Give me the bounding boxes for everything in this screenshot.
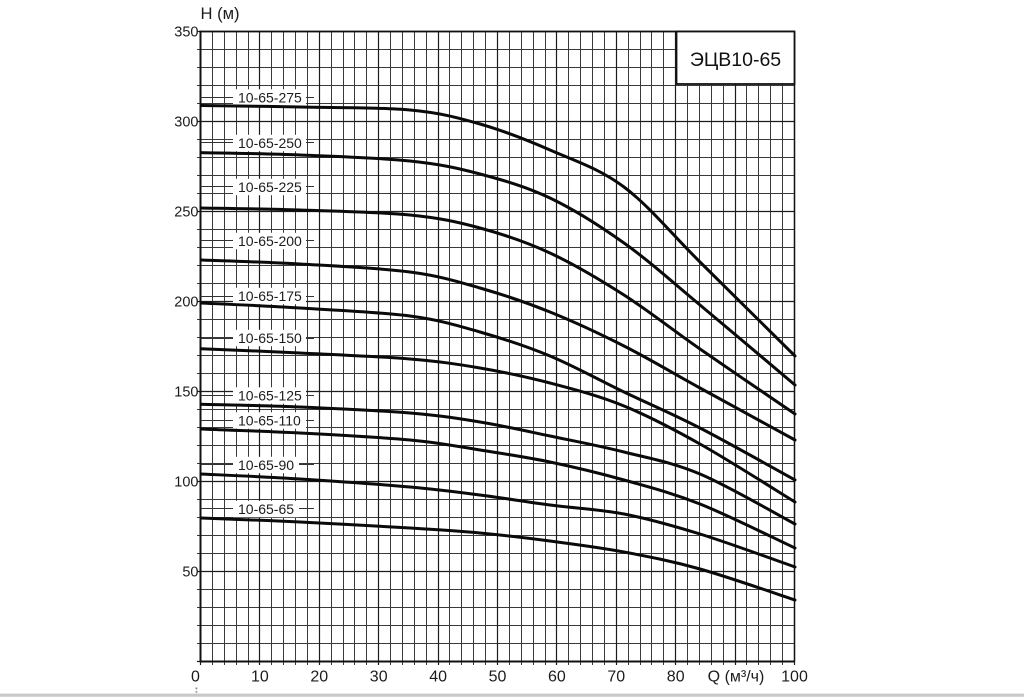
svg-text:ЭЦВ10-65: ЭЦВ10-65 [690, 49, 781, 71]
svg-text:10-65-250: 10-65-250 [238, 135, 302, 151]
svg-text:50: 50 [489, 669, 507, 686]
svg-text:10-65-275: 10-65-275 [238, 90, 302, 106]
svg-text:200: 200 [174, 295, 198, 311]
svg-text:70: 70 [607, 669, 625, 686]
svg-text:350: 350 [174, 25, 198, 41]
svg-text:250: 250 [174, 205, 198, 221]
svg-text:40: 40 [429, 669, 447, 686]
svg-text:100: 100 [174, 475, 198, 491]
svg-text:10-65-225: 10-65-225 [238, 179, 302, 195]
svg-text:80: 80 [667, 669, 685, 686]
svg-text:100: 100 [781, 669, 808, 686]
svg-text:10-65-200: 10-65-200 [238, 233, 302, 249]
svg-text:10-65-150: 10-65-150 [238, 330, 302, 346]
svg-text:60: 60 [548, 669, 566, 686]
svg-text:150: 150 [174, 385, 198, 401]
svg-text:300: 300 [174, 115, 198, 131]
svg-text:10: 10 [251, 669, 269, 686]
svg-text:10-65-175: 10-65-175 [238, 288, 302, 304]
svg-text:10-65-125: 10-65-125 [238, 388, 302, 404]
svg-text:10-65-90: 10-65-90 [238, 457, 294, 473]
svg-text:10-65-65: 10-65-65 [238, 501, 294, 517]
svg-text:0: 0 [191, 669, 200, 686]
svg-text:30: 30 [370, 669, 388, 686]
svg-text:Q (м³/ч): Q (м³/ч) [708, 669, 765, 686]
svg-text:H (м): H (м) [201, 4, 240, 23]
svg-text:20: 20 [310, 669, 328, 686]
svg-text:50: 50 [182, 565, 198, 581]
svg-text:10-65-110: 10-65-110 [238, 413, 301, 429]
